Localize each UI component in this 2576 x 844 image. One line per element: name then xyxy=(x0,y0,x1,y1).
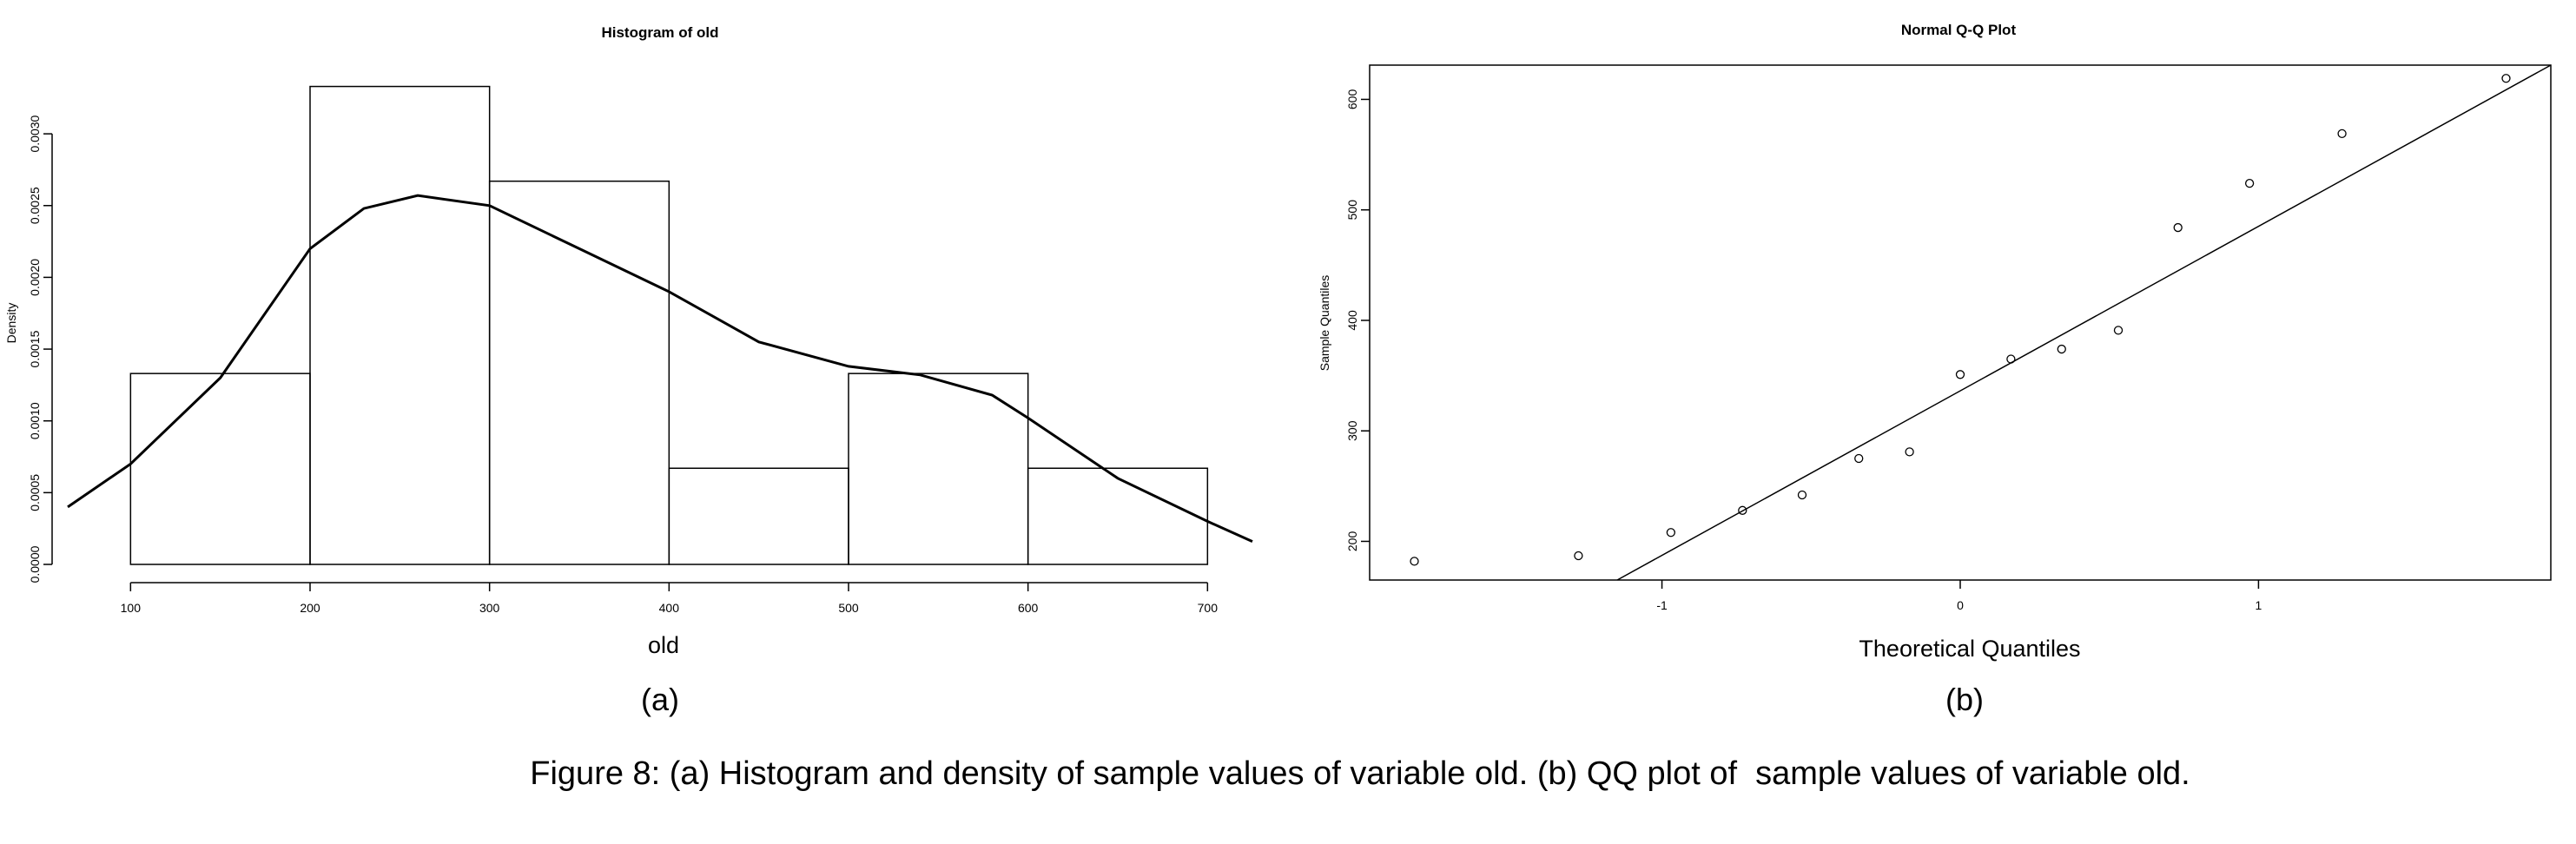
density-curve xyxy=(67,194,1253,543)
histogram-x-label: old xyxy=(648,632,679,658)
qq-point xyxy=(2337,129,2347,139)
histogram-bar xyxy=(668,467,849,565)
histogram-bars xyxy=(129,85,1209,565)
qq-point xyxy=(1797,490,1807,500)
y-tick-label: 500 xyxy=(1345,200,1359,221)
x-tick-label: 100 xyxy=(121,601,142,615)
x-tick-label: 700 xyxy=(1198,601,1219,615)
histogram-panel: Histogram of old 100 200 300 400 500 600 700 0… xyxy=(4,24,1253,717)
qq-plot-box xyxy=(1369,64,2552,581)
x-tick-label: -1 xyxy=(1656,598,1668,612)
x-tick-label: 0 xyxy=(1957,598,1964,612)
x-tick-label: 400 xyxy=(659,601,680,615)
histogram-y-axis: 0.0000 0.0005 0.0010 0.0015 0.0020 0.0025 0.00… xyxy=(28,115,53,583)
y-tick-label: 400 xyxy=(1345,310,1359,331)
x-tick-label: 200 xyxy=(300,601,320,615)
y-tick-label: 600 xyxy=(1345,89,1359,110)
qq-point xyxy=(1666,528,1676,537)
histogram-x-axis: 100 200 300 400 500 600 700 xyxy=(121,582,1219,615)
qq-point xyxy=(1574,551,1583,561)
qq-y-label: Sample Quantiles xyxy=(1318,275,1331,372)
y-tick-label: 0.0015 xyxy=(28,330,42,367)
qq-point xyxy=(1410,557,1419,566)
histogram-title: Histogram of old xyxy=(601,24,718,41)
qq-point xyxy=(2113,326,2124,335)
panel-b-label: (b) xyxy=(1945,682,1984,717)
x-tick-label: 1 xyxy=(2256,598,2262,612)
qq-point xyxy=(1854,453,1864,464)
qq-title: Normal Q-Q Plot xyxy=(1901,22,2017,38)
qq-y-axis: 200 300 400 500 600 xyxy=(1345,89,1370,552)
x-tick-label: 600 xyxy=(1018,601,1039,615)
qq-point xyxy=(1738,505,1747,515)
histogram-bar xyxy=(129,373,311,565)
qq-point xyxy=(2173,222,2183,233)
y-tick-label: 0.0010 xyxy=(28,402,42,439)
histogram-y-label: Density xyxy=(4,303,18,344)
qq-point xyxy=(2501,74,2511,83)
qq-point xyxy=(2244,179,2255,188)
qq-reference-line xyxy=(1616,64,2552,581)
x-tick-label: 500 xyxy=(838,601,859,615)
x-tick-label: 300 xyxy=(479,601,500,615)
histogram-bar xyxy=(488,180,670,565)
qq-x-label: Theoretical Quantiles xyxy=(1859,636,2080,662)
y-tick-label: 300 xyxy=(1345,420,1359,441)
histogram-bar xyxy=(309,85,491,565)
y-tick-label: 200 xyxy=(1345,531,1359,552)
qq-points xyxy=(1410,74,2511,566)
qq-x-axis: -1 0 1 xyxy=(1656,580,2262,612)
y-tick-label: 0.0020 xyxy=(28,259,42,296)
qq-panel: Normal Q-Q Plot -1 0 1 200 300 400 500 600 The… xyxy=(1318,22,2552,717)
y-tick-label: 0.0030 xyxy=(28,115,42,152)
histogram-bar xyxy=(1027,467,1209,565)
qq-point xyxy=(1905,447,1914,457)
y-tick-label: 0.0005 xyxy=(28,474,42,511)
figure-caption: Figure 8: (a) Histogram and density of s… xyxy=(530,755,2190,792)
y-tick-label: 0.0000 xyxy=(28,545,42,583)
panel-a-label: (a) xyxy=(641,682,679,717)
qq-point xyxy=(2006,354,2016,364)
qq-point xyxy=(2057,344,2066,354)
y-tick-label: 0.0025 xyxy=(28,187,42,224)
qq-point xyxy=(1955,370,1965,379)
